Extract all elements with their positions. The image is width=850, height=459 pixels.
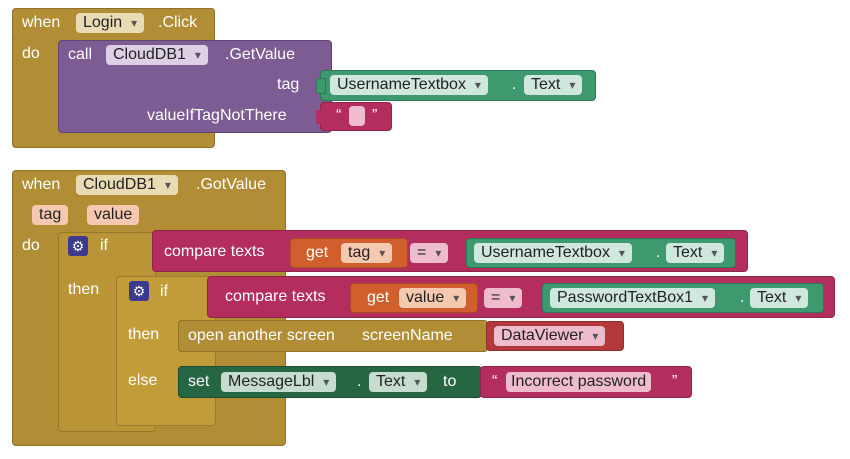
then-label: then <box>68 281 100 298</box>
open-screen-label: open another screen <box>188 327 335 344</box>
dot-separator: . <box>357 373 362 390</box>
dot-separator: . <box>512 76 517 93</box>
click-event-label: .Click <box>158 14 198 31</box>
open-quote: “ <box>492 373 498 390</box>
close-quote: ” <box>372 107 378 124</box>
screen-name-dropdown[interactable]: DataViewer <box>494 326 606 346</box>
param-value[interactable]: value <box>87 205 140 225</box>
compare-operator-dropdown[interactable]: = <box>410 243 449 263</box>
set-label: set <box>188 373 210 390</box>
passwordtextbox-component-dropdown[interactable]: PasswordTextBox1 <box>550 288 716 308</box>
do-label: do <box>22 237 40 254</box>
do-label: do <box>22 45 40 62</box>
compare-texts-label: compare texts <box>164 243 265 260</box>
usernametextbox-component-dropdown[interactable]: UsernameTextbox <box>474 243 632 263</box>
valueiftagnotthere-socket-label: valueIfTagNotThere <box>147 107 287 124</box>
text-property-dropdown[interactable]: Text <box>524 75 583 95</box>
get-label: get <box>367 289 390 306</box>
open-quote: “ <box>336 107 342 124</box>
then-label: then <box>128 326 160 343</box>
socket-connector <box>316 110 324 124</box>
gear-icon[interactable]: ⚙ <box>129 281 149 301</box>
text-property-dropdown[interactable]: Text <box>750 288 809 308</box>
get-label: get <box>306 244 329 261</box>
close-quote: ” <box>672 373 678 390</box>
empty-string-field[interactable] <box>349 106 365 126</box>
gotvalue-event-label: .GotValue <box>196 176 266 193</box>
socket-connector <box>316 78 326 94</box>
get-var-dropdown[interactable]: value <box>399 288 467 308</box>
clouddb-component-dropdown[interactable]: CloudDB1 <box>106 45 208 65</box>
messagelbl-component-dropdown[interactable]: MessageLbl <box>221 372 337 392</box>
when-label: when <box>22 176 61 193</box>
if-label: if <box>100 237 108 254</box>
getvalue-method-label: .GetValue <box>225 46 295 63</box>
usernametextbox-component-dropdown[interactable]: UsernameTextbox <box>330 75 488 95</box>
text-property-dropdown[interactable]: Text <box>369 372 428 392</box>
text-property-dropdown[interactable]: Text <box>666 243 725 263</box>
gear-icon[interactable]: ⚙ <box>68 236 88 256</box>
login-component-dropdown[interactable]: Login <box>76 13 145 33</box>
compare-operator-dropdown[interactable]: = <box>484 288 523 308</box>
screen-name-label: screenName <box>362 327 453 344</box>
incorrect-password-text[interactable]: Incorrect password <box>506 372 652 392</box>
param-tag[interactable]: tag <box>32 205 69 225</box>
clouddb-component-dropdown[interactable]: CloudDB1 <box>76 175 178 195</box>
tag-socket-label: tag <box>277 76 300 93</box>
else-label: else <box>128 372 158 389</box>
when-label: when <box>22 14 61 31</box>
get-var-dropdown[interactable]: tag <box>341 243 393 263</box>
to-label: to <box>443 373 457 390</box>
call-label: call <box>68 46 93 63</box>
if-label: if <box>160 283 168 300</box>
open-another-screen-block[interactable] <box>178 320 488 352</box>
dot-separator: . <box>740 289 745 306</box>
compare-texts-label: compare texts <box>225 288 326 305</box>
dot-separator: . <box>656 244 661 261</box>
